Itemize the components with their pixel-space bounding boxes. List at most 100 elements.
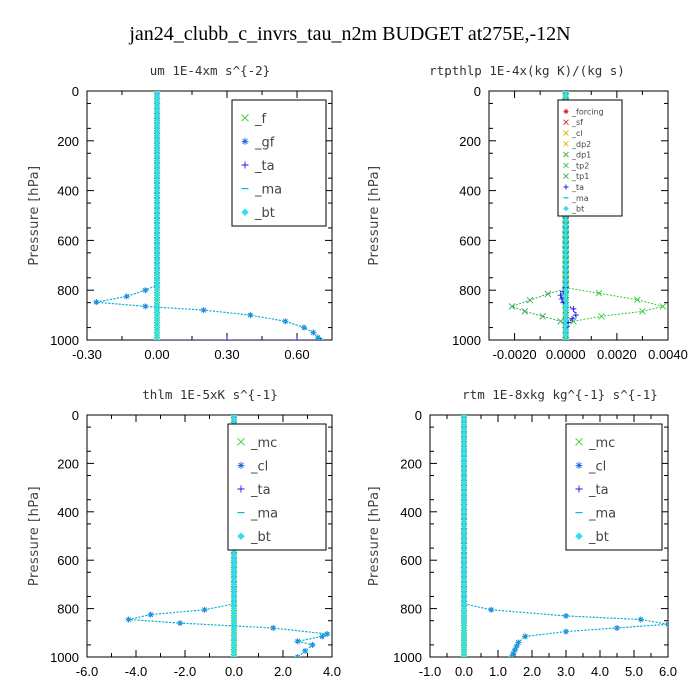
legend-label: _cl: [571, 129, 583, 138]
data-point: [508, 303, 516, 310]
legend-label: _sf: [571, 118, 583, 127]
x-tick-label: 0.00: [144, 347, 169, 362]
data-point: [237, 485, 245, 493]
y-tick-label: 0: [72, 408, 79, 423]
legend-label: _ta: [588, 483, 609, 498]
y-tick-label: 600: [57, 553, 79, 568]
x-tick-label: -0.30: [72, 347, 102, 362]
panel-thlm: thlm 1E-5xK s^{-1} Pressure [hPa] 0 200 40…: [27, 387, 341, 679]
data-point: [639, 308, 646, 315]
x-tick-label: -4.0: [125, 664, 147, 679]
plot-area: [460, 415, 668, 657]
legend-label: _f: [254, 112, 267, 127]
data-point: [633, 296, 641, 303]
y-tick-label: 800: [400, 602, 422, 617]
x-tick-label: -1.0: [419, 664, 441, 679]
legend-label: _bt: [588, 530, 609, 545]
data-point: [153, 336, 161, 340]
x-tick-label: 2.0: [523, 664, 541, 679]
x-tick-label: -6.0: [76, 664, 98, 679]
legend: _f _gf _ta _ma _bt: [231, 99, 327, 227]
data-point: [595, 289, 603, 297]
x-tick-label: 0.0000: [546, 347, 586, 362]
legend-label: _ma: [571, 194, 589, 203]
x-tick-label: 0.30: [214, 347, 239, 362]
data-point: [563, 173, 569, 180]
y-axis-label: Pressure [hPa]: [367, 486, 382, 586]
y-tick-label: 0: [415, 408, 422, 423]
y-axis-label: Pressure [hPa]: [27, 486, 42, 586]
panel-title: rtm 1E-8xkg kg^{-1} s^{-1}: [462, 387, 658, 402]
data-point: [230, 653, 238, 657]
data-point: [563, 205, 569, 212]
x-tick-label: -2.0: [174, 664, 196, 679]
series-line: [565, 91, 664, 340]
data-point: [659, 303, 667, 310]
legend-label: _bt: [250, 530, 271, 545]
legend: _forcing _sf _cl _dp2 _dp1_tp2 _tp1 _ta _ma _bt: [557, 99, 623, 217]
data-point: [557, 318, 564, 325]
y-tick-label: 800: [57, 602, 79, 617]
y-tick-label: 0: [72, 84, 79, 99]
data-point: [241, 137, 249, 145]
y-tick-label: 200: [459, 134, 481, 149]
plot-frame: [488, 90, 669, 341]
series-ta: [557, 284, 579, 334]
series-line: [510, 91, 567, 340]
data-point: [575, 532, 583, 541]
legend-label: _forcing: [571, 107, 604, 116]
x-tick-label: 6.0: [659, 664, 677, 679]
series-bt: [460, 415, 468, 657]
y-axis-label: Pressure [hPa]: [367, 165, 382, 265]
y-tick-label: 200: [57, 134, 79, 149]
legend-label: _ta: [250, 483, 271, 498]
x-tick-label: 0.0: [225, 664, 243, 679]
panel-title: thlm 1E-5xK s^{-1}: [142, 387, 277, 402]
legend-label: _ma: [250, 507, 278, 522]
y-tick-label: 600: [400, 553, 422, 568]
y-tick-label: 1000: [452, 333, 481, 348]
legend-label: _mc: [588, 436, 615, 451]
data-point: [569, 315, 576, 322]
legend-label: _tp1: [571, 172, 589, 181]
legend-label: _bt: [571, 205, 584, 214]
data-point: [526, 296, 534, 304]
data-point: [241, 161, 249, 169]
series-line: [463, 415, 668, 657]
data-point: [575, 437, 583, 446]
data-point: [575, 485, 583, 493]
legend-label: _ta: [254, 159, 275, 174]
data-point: [563, 108, 569, 114]
x-tick-label: 0.0: [455, 664, 473, 679]
data-point: [563, 130, 569, 136]
y-tick-label: 400: [459, 184, 481, 199]
x-tick-label: -0.0020: [493, 347, 537, 362]
y-tick-label: 1000: [393, 650, 422, 665]
panel-title: um 1E-4xm s^{-2}: [150, 63, 270, 78]
panel-um: um 1E-4xm s^{-2} Pressure [hPa] 0 200 400 6…: [27, 63, 333, 362]
data-point: [562, 336, 570, 340]
data-point: [563, 119, 569, 126]
data-point: [563, 140, 569, 147]
legend-label: _ta: [571, 183, 584, 192]
data-point: [241, 113, 249, 122]
data-point: [575, 461, 583, 469]
data-point: [570, 318, 577, 325]
data-point: [460, 653, 468, 657]
series-bt: [153, 91, 161, 340]
data-point: [563, 184, 569, 190]
data-point: [237, 461, 245, 469]
data-point: [563, 162, 569, 169]
y-tick-label: 200: [57, 456, 79, 471]
x-tick-label: 4.0: [323, 664, 341, 679]
data-point: [563, 151, 569, 158]
data-point: [224, 337, 230, 340]
x-tick-label: 0.0040: [648, 347, 688, 362]
y-tick-label: 400: [57, 184, 79, 199]
y-tick-label: 1000: [50, 333, 79, 348]
panel-rtpthlp: rtpthlp 1E-4x(kg K)/(kg s) Pressure [hPa…: [367, 63, 688, 362]
legend-label: _dp1: [571, 151, 591, 160]
legend-label: _dp2: [571, 140, 591, 149]
data-point: [598, 313, 605, 320]
figure-title: jan24_clubb_c_invrs_tau_n2m BUDGET at275…: [128, 23, 570, 45]
